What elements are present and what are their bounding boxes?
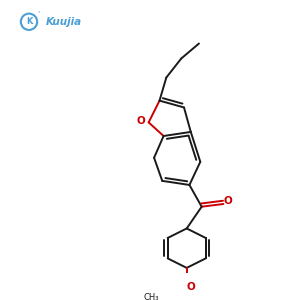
- Text: O: O: [186, 282, 195, 292]
- Text: °: °: [37, 11, 40, 16]
- Text: Kuujia: Kuujia: [46, 17, 82, 27]
- Text: O: O: [137, 116, 146, 126]
- Text: CH₃: CH₃: [144, 293, 159, 300]
- Text: K: K: [26, 17, 32, 26]
- Text: O: O: [223, 196, 232, 206]
